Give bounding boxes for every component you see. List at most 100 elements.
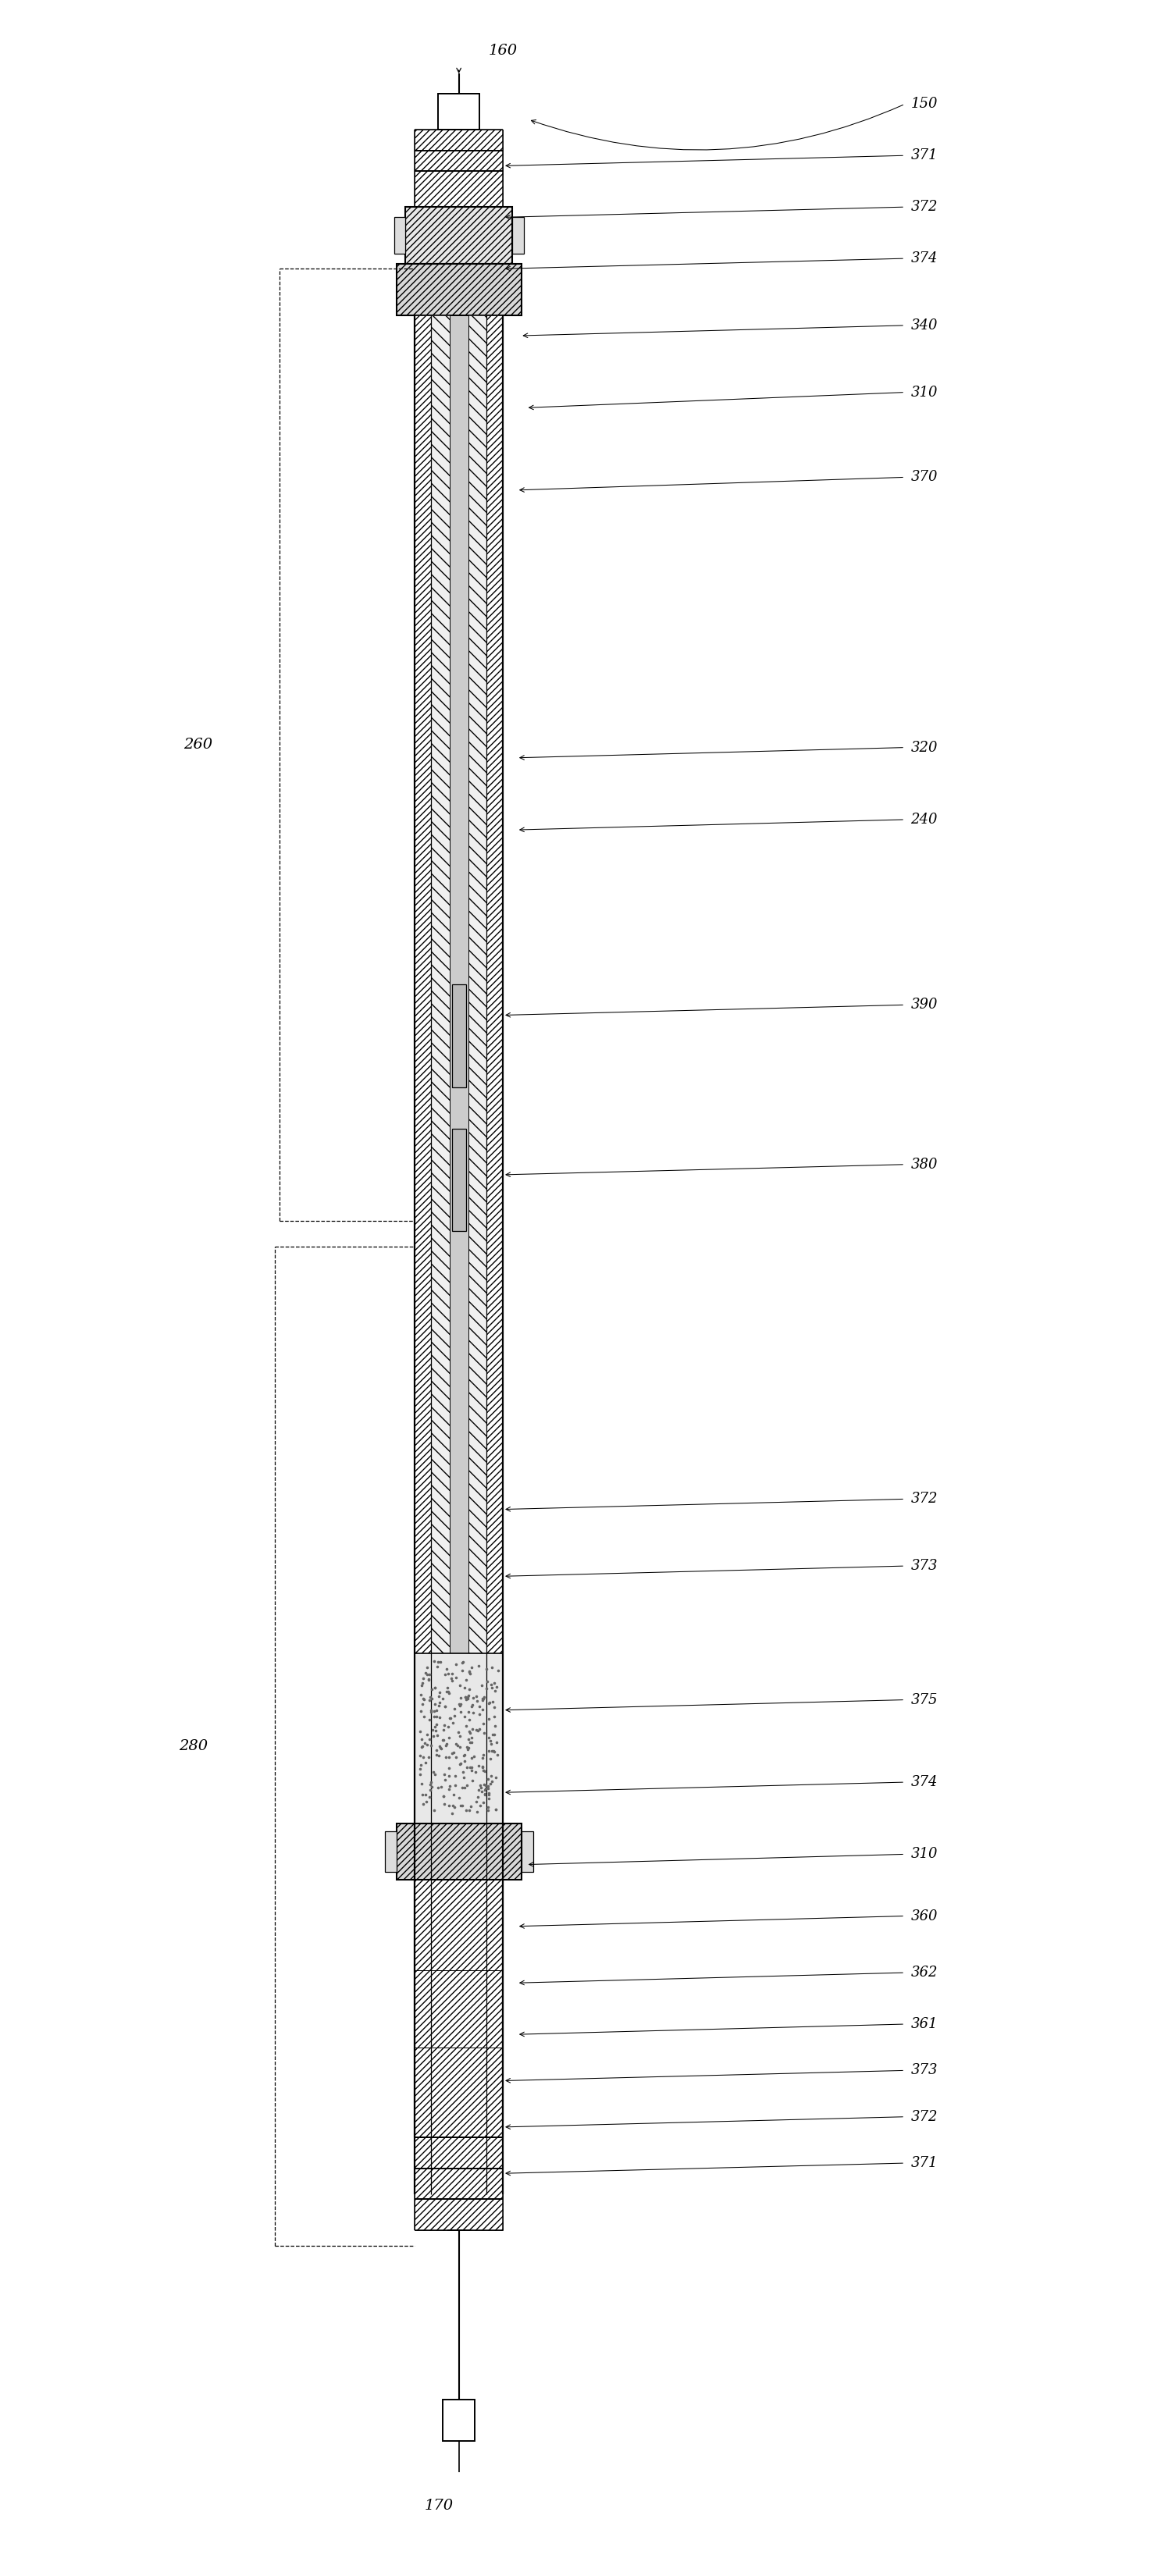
Text: 372: 372 <box>910 2110 938 2123</box>
Point <box>456 1705 475 1747</box>
Bar <box>414 314 503 2195</box>
Point <box>456 1677 475 1718</box>
Point <box>481 1762 499 1803</box>
Point <box>442 1793 461 1834</box>
Point <box>460 1669 478 1710</box>
Point <box>440 1747 459 1788</box>
Point <box>430 1677 448 1718</box>
Point <box>421 1692 440 1734</box>
Point <box>469 1775 488 1816</box>
Point <box>419 1736 438 1777</box>
Point <box>430 1736 448 1777</box>
Point <box>479 1731 498 1772</box>
Bar <box>414 149 503 170</box>
Point <box>460 1651 478 1692</box>
Point <box>418 1723 437 1765</box>
Point <box>485 1713 504 1754</box>
Point <box>456 1790 475 1832</box>
Bar <box>452 1128 466 1231</box>
Point <box>440 1736 459 1777</box>
Point <box>417 1775 435 1816</box>
Point <box>418 1713 437 1754</box>
Point <box>479 1718 498 1759</box>
Point <box>411 1710 430 1752</box>
Point <box>463 1759 482 1801</box>
Point <box>462 1749 481 1790</box>
Point <box>468 1780 486 1821</box>
Point <box>485 1731 504 1772</box>
Text: 373: 373 <box>910 1558 938 1574</box>
Bar <box>431 314 486 2195</box>
Point <box>459 1726 477 1767</box>
Point <box>478 1767 497 1808</box>
Text: 374: 374 <box>910 1775 938 1790</box>
Bar <box>414 2138 503 2169</box>
Point <box>412 1690 431 1731</box>
Point <box>411 1754 430 1795</box>
Point <box>450 1716 469 1757</box>
Point <box>418 1646 437 1687</box>
Point <box>412 1726 431 1767</box>
Point <box>450 1677 469 1718</box>
Point <box>412 1718 431 1759</box>
Point <box>456 1677 475 1718</box>
Bar <box>449 314 468 2195</box>
Point <box>477 1667 496 1708</box>
Point <box>479 1777 498 1819</box>
Text: 372: 372 <box>910 201 938 214</box>
Point <box>475 1713 493 1754</box>
Point <box>479 1790 498 1832</box>
Point <box>462 1646 481 1687</box>
Point <box>481 1739 499 1780</box>
Point <box>412 1762 431 1803</box>
Point <box>444 1654 462 1695</box>
Point <box>413 1726 432 1767</box>
Point <box>439 1654 457 1695</box>
Point <box>478 1759 497 1801</box>
Point <box>414 1680 433 1721</box>
Point <box>447 1736 466 1777</box>
Point <box>435 1759 454 1801</box>
Text: 375: 375 <box>910 1692 938 1708</box>
Point <box>419 1659 438 1700</box>
Point <box>457 1765 476 1806</box>
Point <box>427 1728 446 1770</box>
Point <box>427 1695 446 1736</box>
Bar <box>414 1654 503 1824</box>
Text: 240: 240 <box>910 811 938 827</box>
Point <box>434 1705 453 1747</box>
Bar <box>438 93 479 129</box>
Text: 340: 340 <box>910 319 938 332</box>
Point <box>469 1770 488 1811</box>
Point <box>439 1672 457 1713</box>
Point <box>470 1765 489 1806</box>
Point <box>455 1734 474 1775</box>
Point <box>427 1690 446 1731</box>
Text: 360: 360 <box>910 1909 938 1924</box>
Text: 371: 371 <box>910 2156 938 2169</box>
Point <box>430 1685 448 1726</box>
Point <box>467 1708 485 1749</box>
Point <box>446 1754 464 1795</box>
Point <box>477 1767 496 1808</box>
Point <box>485 1705 504 1747</box>
Point <box>457 1680 476 1721</box>
Point <box>474 1680 492 1721</box>
Point <box>483 1731 502 1772</box>
Point <box>452 1785 470 1826</box>
Point <box>428 1646 447 1687</box>
Point <box>418 1654 437 1695</box>
Point <box>452 1692 470 1734</box>
Point <box>460 1700 478 1741</box>
Point <box>459 1677 477 1718</box>
Point <box>420 1775 439 1816</box>
Bar <box>414 129 503 149</box>
Bar <box>396 263 521 314</box>
Point <box>437 1736 455 1777</box>
Point <box>453 1785 471 1826</box>
Point <box>413 1677 432 1718</box>
Point <box>452 1685 470 1726</box>
Point <box>430 1641 448 1682</box>
Point <box>488 1667 506 1708</box>
Point <box>473 1664 491 1705</box>
